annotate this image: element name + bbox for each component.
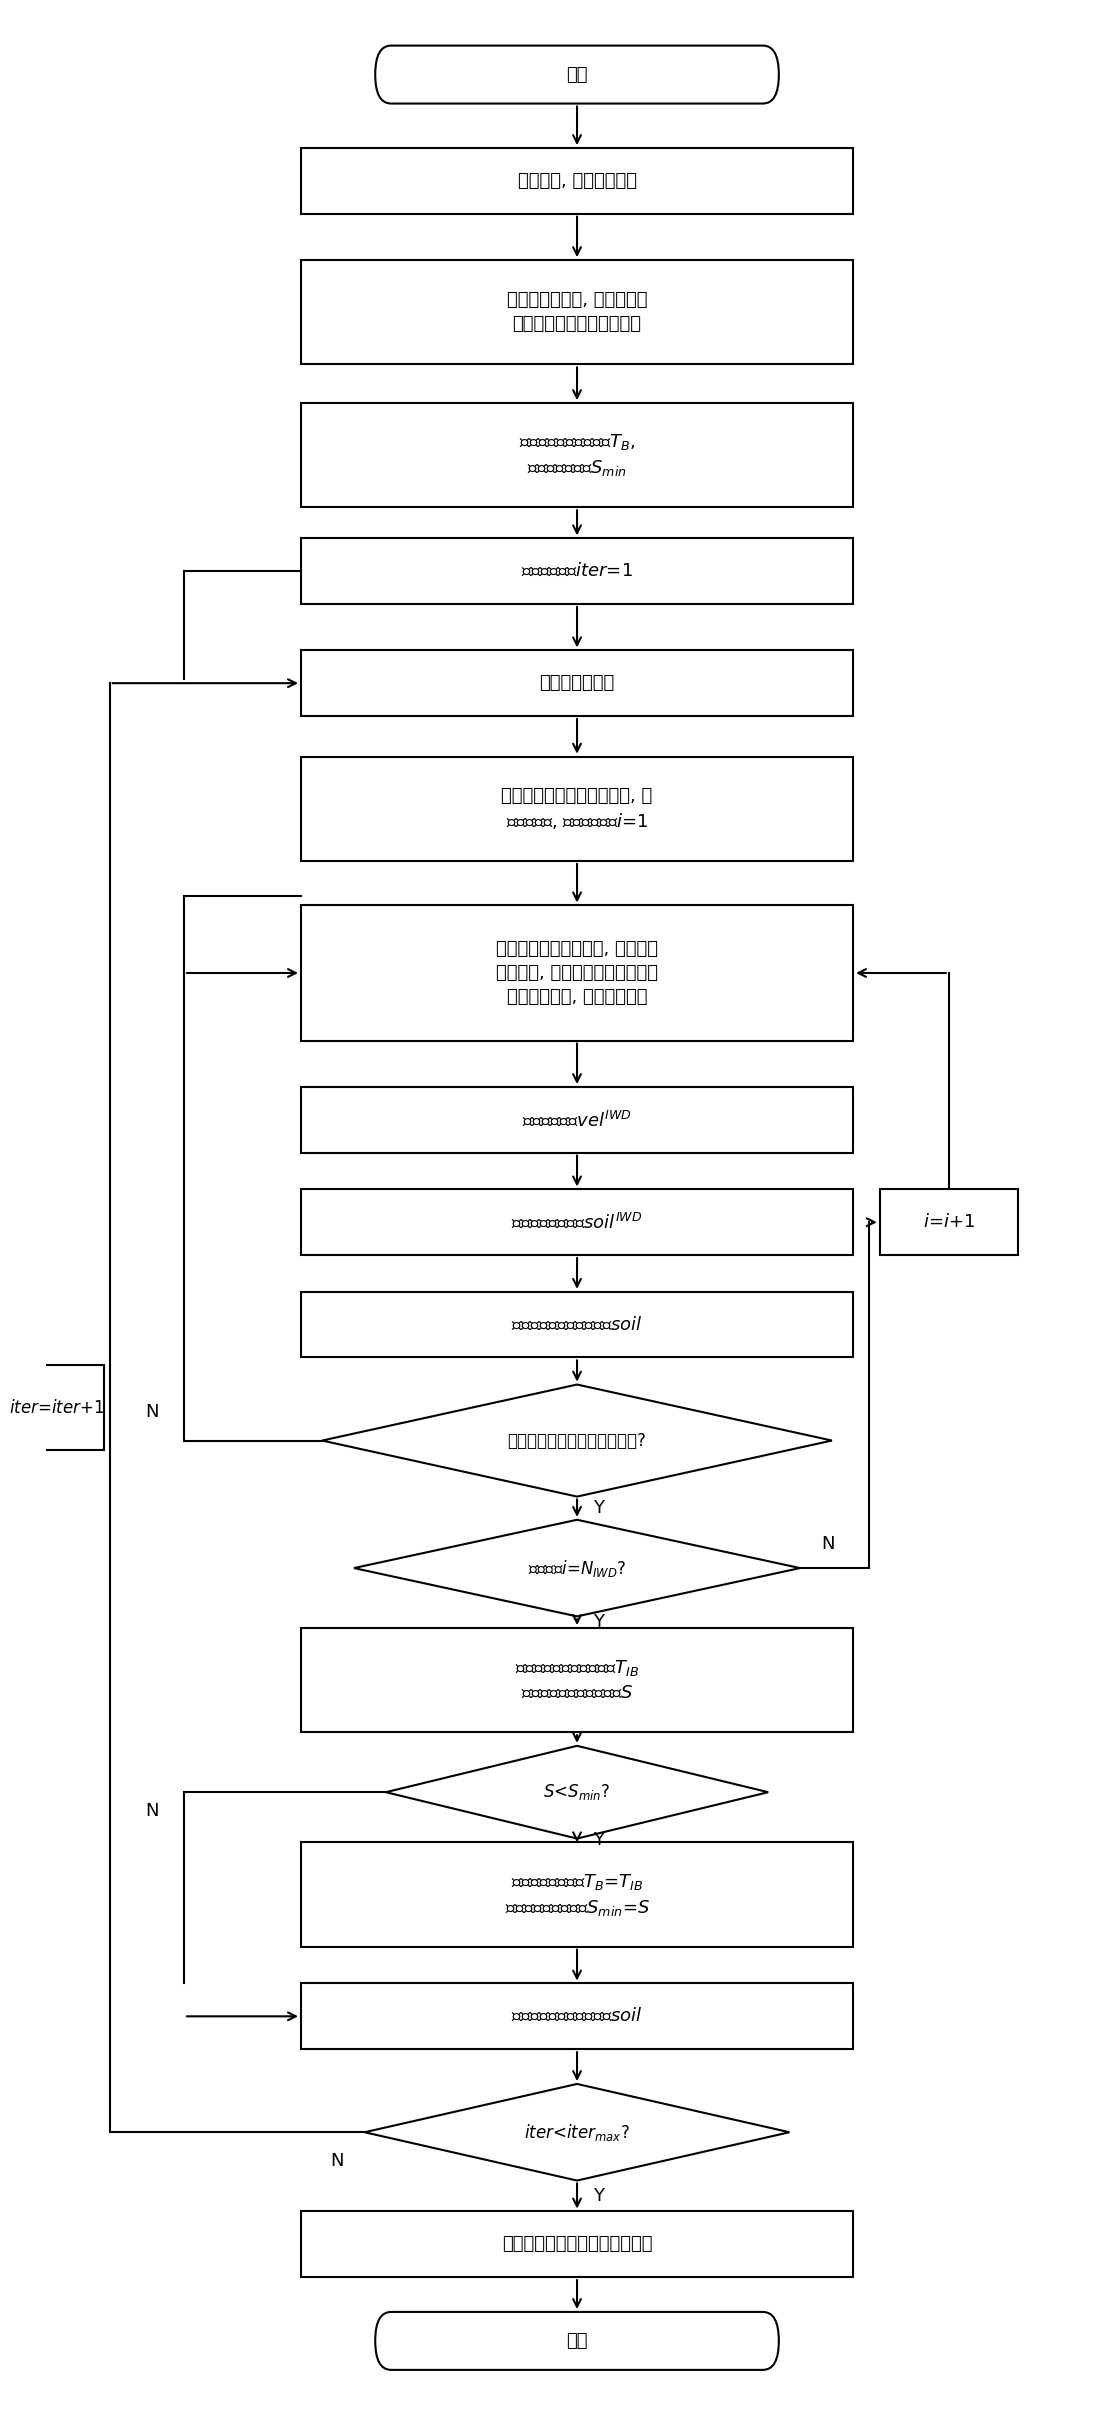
FancyBboxPatch shape (301, 403, 853, 508)
Text: N: N (330, 2152, 343, 2169)
Text: Y: Y (593, 2186, 604, 2206)
FancyBboxPatch shape (301, 651, 853, 717)
FancyBboxPatch shape (301, 755, 853, 860)
FancyBboxPatch shape (301, 1292, 853, 1358)
Text: $iter$=$iter$+1: $iter$=$iter$+1 (9, 1399, 105, 1416)
FancyBboxPatch shape (301, 148, 853, 214)
Text: 设置所有水滴的起始出发点, 跟
新访问列表, 初始水滴索引$i$=1: 设置所有水滴的起始出发点, 跟 新访问列表, 初始水滴索引$i$=1 (502, 787, 652, 831)
FancyBboxPatch shape (301, 1190, 853, 1256)
Text: 更新全局最优路径$T_B$=$T_{IB}$
更新全局最小函数值$S_{min}$=$S$: 更新全局最优路径$T_B$=$T_{IB}$ 更新全局最小函数值$S_{min}… (504, 1873, 650, 1916)
Text: 动态参数初始化: 动态参数初始化 (540, 675, 614, 692)
Text: N: N (145, 1802, 159, 1819)
FancyBboxPatch shape (880, 1190, 1018, 1256)
Text: 水滴走完区域内符合要求结点?: 水滴走完区域内符合要求结点? (507, 1431, 647, 1450)
Text: N: N (822, 1535, 835, 1552)
FancyBboxPatch shape (301, 2210, 853, 2276)
Text: $iter$<$iter_{max}$?: $iter$<$iter_{max}$? (524, 2123, 630, 2142)
Text: 计算当前迭代的最优路径$T_{IB}$
并计算对应的目标函数值$S$: 计算当前迭代的最优路径$T_{IB}$ 并计算对应的目标函数值$S$ (515, 1659, 639, 1703)
Polygon shape (322, 1385, 832, 1496)
FancyBboxPatch shape (301, 1088, 853, 1154)
Polygon shape (365, 2084, 789, 2181)
Text: $i$=$i$+1: $i$=$i$+1 (923, 1212, 975, 1232)
FancyBboxPatch shape (301, 539, 853, 605)
Polygon shape (353, 1521, 801, 1615)
Text: 更新水滴速度$vel^{IWD}$: 更新水滴速度$vel^{IWD}$ (522, 1110, 632, 1129)
Text: 开始: 开始 (566, 66, 588, 83)
FancyBboxPatch shape (301, 1627, 853, 1732)
Text: 读入数据, 建立数学模型: 读入数据, 建立数学模型 (517, 172, 637, 189)
Text: 获得全局最优路径及目标函数值: 获得全局最优路径及目标函数值 (502, 2235, 652, 2254)
Text: 结束: 结束 (566, 2332, 588, 2349)
Text: 随机产生全局最优路径$T_B$,
计算目标函数值$S_{min}$: 随机产生全局最优路径$T_B$, 计算目标函数值$S_{min}$ (518, 432, 636, 479)
Text: 采用最优结点子群策略, 计算子群
概率函数, 根据轮盘赌选择下一个
待访问的结点, 跟新访问列表: 采用最优结点子群策略, 计算子群 概率函数, 根据轮盘赌选择下一个 待访问的结点… (496, 940, 658, 1006)
Text: $S$<$S_{min}$?: $S$<$S_{min}$? (543, 1783, 611, 1802)
Text: Y: Y (593, 1499, 604, 1518)
Text: 局部更新结点间的泥沙量$soil$: 局部更新结点间的泥沙量$soil$ (511, 1317, 643, 1334)
Text: 初始化静态参数, 采用随机化
策略设置各结点间的泥沙量: 初始化静态参数, 采用随机化 策略设置各结点间的泥沙量 (507, 291, 648, 333)
Text: 初始迭代次数$iter$=1: 初始迭代次数$iter$=1 (521, 561, 633, 581)
Text: 水滴索引$i$=$N_{IWD}$?: 水滴索引$i$=$N_{IWD}$? (527, 1557, 627, 1579)
Text: N: N (145, 1404, 159, 1421)
FancyBboxPatch shape (301, 1844, 853, 1946)
FancyBboxPatch shape (301, 260, 853, 364)
Text: Y: Y (593, 1831, 604, 1848)
FancyBboxPatch shape (9, 1365, 105, 1450)
FancyBboxPatch shape (376, 2312, 778, 2371)
Polygon shape (386, 1746, 768, 1839)
Text: 全局更新结点间的泥沙量$soil$: 全局更新结点间的泥沙量$soil$ (511, 2006, 643, 2026)
FancyBboxPatch shape (376, 46, 778, 104)
Text: 更新水滴的含沙量$soil^{IWD}$: 更新水滴的含沙量$soil^{IWD}$ (512, 1212, 642, 1232)
FancyBboxPatch shape (301, 1984, 853, 2050)
FancyBboxPatch shape (301, 906, 853, 1040)
Text: Y: Y (593, 1613, 604, 1632)
